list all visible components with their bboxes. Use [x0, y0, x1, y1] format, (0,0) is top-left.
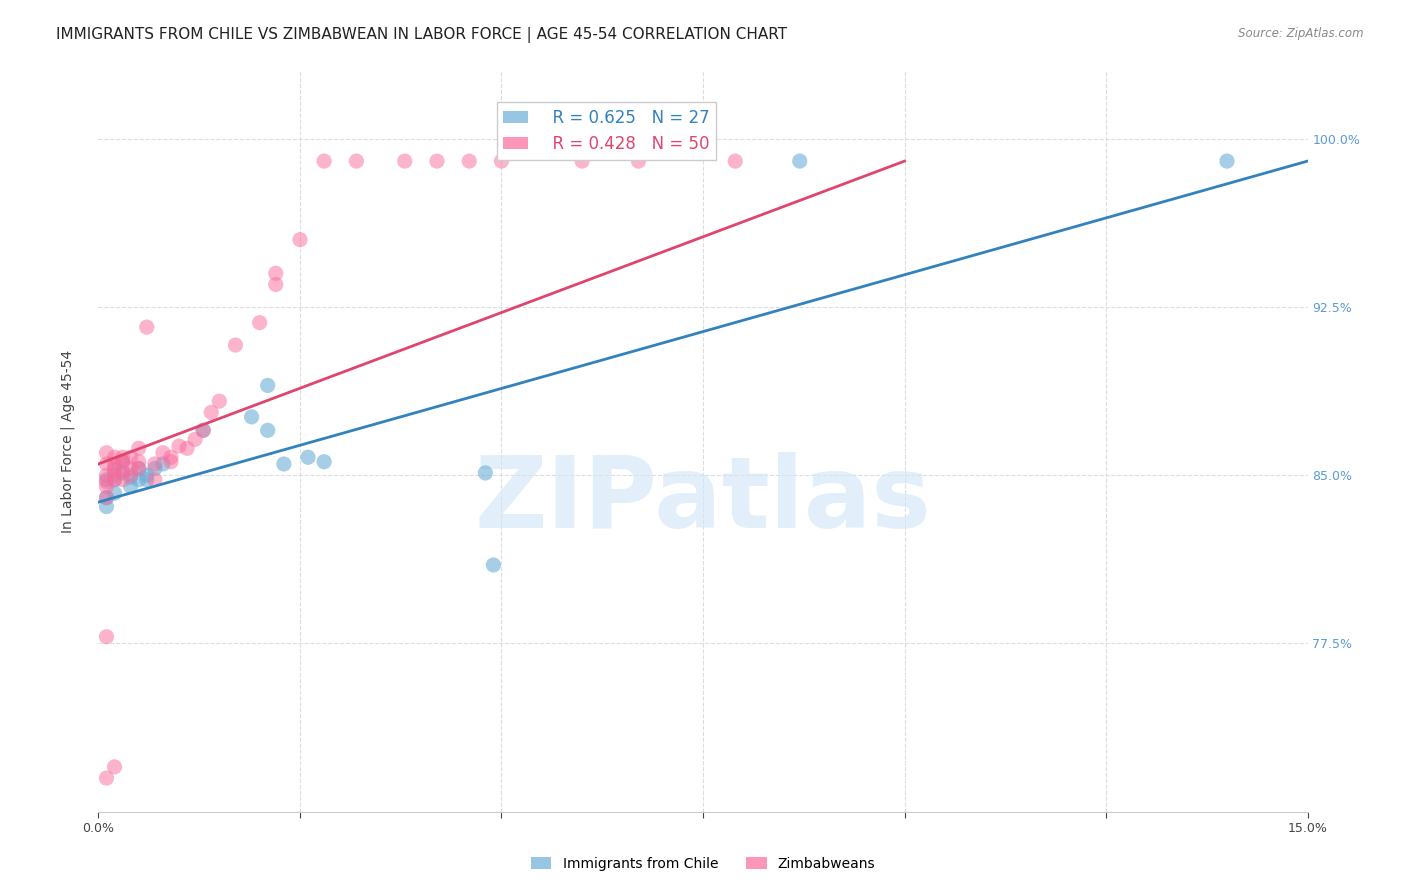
Point	[128, 455, 150, 469]
Point	[167, 439, 190, 453]
Point	[120, 450, 142, 465]
Point	[240, 409, 263, 424]
Point	[111, 455, 134, 469]
Point	[128, 442, 150, 456]
Text: Source: ZipAtlas.com: Source: ZipAtlas.com	[1239, 27, 1364, 40]
Point	[120, 470, 142, 484]
Point	[96, 771, 118, 785]
Point	[96, 446, 118, 460]
Point	[96, 475, 118, 489]
Point	[128, 461, 150, 475]
Point	[103, 464, 125, 478]
Point	[724, 154, 747, 169]
Point	[135, 468, 157, 483]
Point	[111, 455, 134, 469]
Point	[120, 479, 142, 493]
Point	[120, 461, 142, 475]
Legend:   R = 0.625   N = 27,   R = 0.428   N = 50: R = 0.625 N = 27, R = 0.428 N = 50	[496, 102, 716, 160]
Point	[458, 154, 481, 169]
Point	[314, 154, 336, 169]
Point	[143, 473, 166, 487]
Point	[128, 461, 150, 475]
Point	[128, 473, 150, 487]
Point	[103, 760, 125, 774]
Point	[96, 630, 118, 644]
Point	[249, 316, 271, 330]
Point	[96, 468, 118, 483]
Point	[344, 154, 367, 169]
Point	[273, 457, 295, 471]
Point	[96, 500, 118, 514]
Point	[184, 432, 207, 446]
Point	[111, 473, 134, 487]
Point	[256, 378, 278, 392]
Point	[111, 450, 134, 465]
Point	[111, 466, 134, 480]
Point	[474, 466, 496, 480]
Point	[264, 266, 287, 280]
Point	[224, 338, 246, 352]
Point	[96, 491, 118, 505]
Point	[103, 457, 125, 471]
Point	[789, 154, 811, 169]
Point	[111, 464, 134, 478]
Point	[96, 473, 118, 487]
Text: ZIPatlas: ZIPatlas	[475, 452, 931, 549]
Point	[314, 455, 336, 469]
Point	[256, 423, 278, 437]
Point	[120, 468, 142, 483]
Point	[96, 479, 118, 493]
Point	[491, 154, 513, 169]
Point	[103, 461, 125, 475]
Point	[627, 154, 650, 169]
Point	[103, 486, 125, 500]
Point	[96, 491, 118, 505]
Point	[288, 233, 311, 247]
Point	[160, 455, 183, 469]
Point	[152, 457, 174, 471]
Point	[193, 423, 215, 437]
Point	[176, 442, 198, 456]
Point	[482, 558, 505, 572]
Point	[143, 461, 166, 475]
Point	[571, 154, 593, 169]
Point	[394, 154, 416, 169]
Point	[152, 446, 174, 460]
Text: IMMIGRANTS FROM CHILE VS ZIMBABWEAN IN LABOR FORCE | AGE 45-54 CORRELATION CHART: IMMIGRANTS FROM CHILE VS ZIMBABWEAN IN L…	[56, 27, 787, 43]
Y-axis label: In Labor Force | Age 45-54: In Labor Force | Age 45-54	[60, 350, 75, 533]
Point	[264, 277, 287, 292]
Point	[193, 423, 215, 437]
Point	[103, 450, 125, 465]
Legend: Immigrants from Chile, Zimbabweans: Immigrants from Chile, Zimbabweans	[524, 851, 882, 876]
Point	[103, 473, 125, 487]
Point	[208, 394, 231, 409]
Point	[103, 468, 125, 483]
Point	[426, 154, 449, 169]
Point	[160, 450, 183, 465]
Point	[143, 457, 166, 471]
Point	[135, 320, 157, 334]
Point	[135, 473, 157, 487]
Point	[200, 405, 222, 419]
Point	[1216, 154, 1239, 169]
Point	[96, 457, 118, 471]
Point	[297, 450, 319, 465]
Point	[103, 473, 125, 487]
